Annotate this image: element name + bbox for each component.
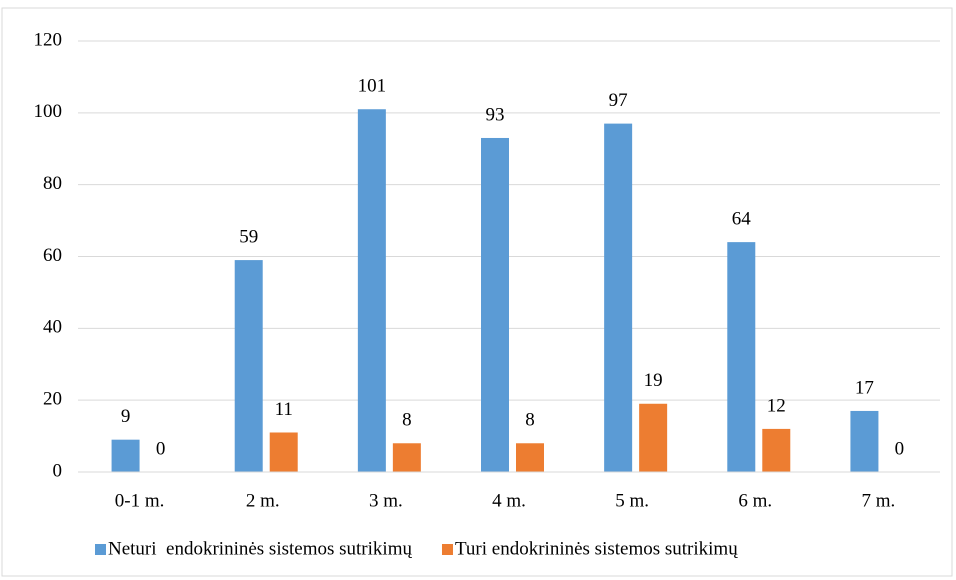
y-tick-label: 100 (34, 101, 63, 122)
bar (111, 439, 140, 472)
bar (639, 403, 668, 472)
legend-swatch (95, 544, 106, 555)
data-label: 11 (275, 399, 293, 420)
bar (269, 432, 298, 472)
bar (850, 410, 879, 472)
x-tick-label: 7 m. (862, 490, 896, 511)
bar (727, 242, 756, 472)
x-tick-label: 3 m. (369, 490, 403, 511)
x-tick-label: 5 m. (615, 490, 649, 511)
chart-border (1, 7, 953, 577)
data-label: 19 (644, 370, 663, 391)
legend-label: Turi endokrininės sistemos sutrikimų (455, 538, 738, 559)
y-tick-label: 120 (34, 29, 63, 50)
bar (762, 428, 791, 472)
data-label: 8 (402, 410, 412, 431)
x-tick-label: 0-1 m. (115, 490, 165, 511)
bar (234, 260, 263, 472)
data-label: 0 (895, 438, 905, 459)
data-label: 12 (767, 395, 786, 416)
x-tick-label: 4 m. (492, 490, 526, 511)
data-label: 93 (486, 104, 505, 125)
data-label: 17 (855, 377, 874, 398)
data-label: 0 (156, 438, 166, 459)
data-label: 97 (609, 90, 628, 111)
data-label: 9 (121, 406, 131, 427)
data-label: 59 (239, 226, 258, 247)
y-tick-label: 80 (43, 173, 62, 194)
x-tick-label: 2 m. (246, 490, 280, 511)
bar (392, 443, 421, 472)
y-tick-label: 40 (43, 317, 62, 338)
legend-swatch (441, 544, 453, 555)
y-tick-label: 0 (53, 460, 63, 481)
data-label: 8 (525, 410, 535, 431)
data-label: 64 (732, 208, 752, 229)
y-tick-label: 60 (43, 245, 62, 266)
legend-label: Neturi endokrininės sistemos sutrikimų (108, 538, 412, 559)
bar (357, 109, 386, 472)
bar (604, 123, 633, 472)
data-label: 101 (358, 76, 387, 97)
y-tick-label: 20 (43, 389, 62, 410)
bar (481, 137, 509, 472)
x-tick-label: 6 m. (738, 490, 772, 511)
bar (516, 443, 544, 472)
